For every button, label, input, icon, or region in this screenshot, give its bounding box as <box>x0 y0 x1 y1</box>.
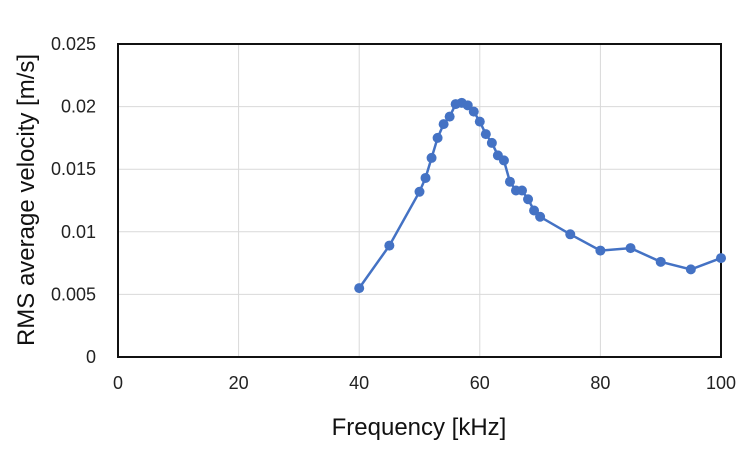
x-tick-label: 40 <box>349 373 369 393</box>
x-axis-title: Frequency [kHz] <box>332 414 507 441</box>
data-point <box>445 112 455 122</box>
x-tick-label: 20 <box>229 373 249 393</box>
data-point <box>686 264 696 274</box>
data-point <box>481 129 491 139</box>
series-line <box>359 103 721 288</box>
data-point <box>517 185 527 195</box>
data-point <box>626 243 636 253</box>
data-point <box>656 257 666 267</box>
plot-area-border <box>118 44 721 357</box>
x-tick-label: 80 <box>590 373 610 393</box>
data-point <box>505 177 515 187</box>
data-point <box>535 212 545 222</box>
data-point <box>415 187 425 197</box>
data-point <box>421 173 431 183</box>
x-tick-label: 60 <box>470 373 490 393</box>
data-point <box>716 253 726 263</box>
y-tick-label: 0.025 <box>51 34 96 54</box>
data-point <box>433 133 443 143</box>
data-point <box>475 117 485 127</box>
data-point <box>499 155 509 165</box>
x-tick-label: 100 <box>706 373 736 393</box>
data-point <box>523 194 533 204</box>
data-point <box>565 229 575 239</box>
series-group <box>354 98 726 293</box>
data-point <box>384 241 394 251</box>
data-point <box>487 138 497 148</box>
y-tick-label: 0.02 <box>61 97 96 117</box>
x-tick-label: 0 <box>113 373 123 393</box>
x-axis-tick-labels: 0 20 40 60 80 100 <box>113 373 736 393</box>
y-tick-label: 0.01 <box>61 222 96 242</box>
gridlines <box>118 44 721 357</box>
data-point <box>595 246 605 256</box>
data-point <box>354 283 364 293</box>
y-tick-label: 0.015 <box>51 159 96 179</box>
y-axis-tick-labels: 0 0.005 0.01 0.015 0.02 0.025 <box>51 34 96 367</box>
data-point <box>469 107 479 117</box>
y-tick-label: 0.005 <box>51 284 96 304</box>
y-tick-label: 0 <box>86 347 96 367</box>
y-axis-title: RMS average velocity [m/s] <box>13 54 40 346</box>
data-point <box>427 153 437 163</box>
